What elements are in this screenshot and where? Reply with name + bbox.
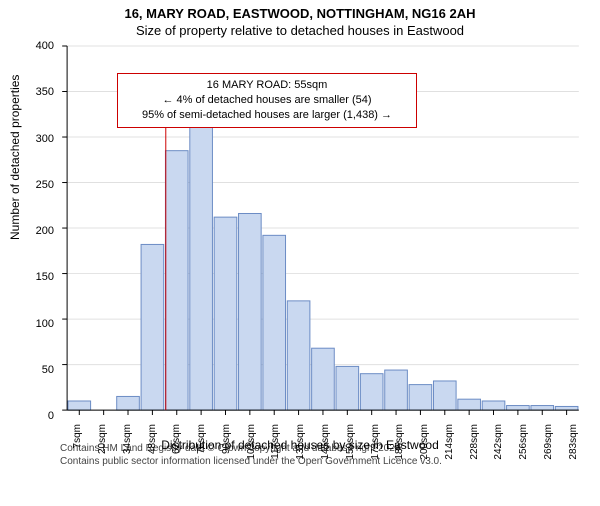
title-main: 16, MARY ROAD, EASTWOOD, NOTTINGHAM, NG1… bbox=[0, 6, 600, 21]
y-tick-label: 200 bbox=[14, 225, 54, 237]
y-tick-label: 50 bbox=[14, 364, 54, 376]
chart-area: 16 MARY ROAD: 55sqm ← 4% of detached hou… bbox=[60, 46, 580, 416]
title-sub: Size of property relative to detached ho… bbox=[0, 23, 600, 38]
y-tick-label: 150 bbox=[14, 271, 54, 283]
callout-line3: 95% of semi-detached houses are larger (… bbox=[126, 108, 408, 123]
y-tick-label: 350 bbox=[14, 86, 54, 98]
callout-line1: 16 MARY ROAD: 55sqm bbox=[126, 78, 408, 93]
callout-box: 16 MARY ROAD: 55sqm ← 4% of detached hou… bbox=[117, 73, 417, 128]
y-axis-label: Number of detached properties bbox=[8, 75, 22, 240]
y-tick-label: 0 bbox=[14, 410, 54, 422]
y-tick-label: 300 bbox=[14, 133, 54, 145]
y-tick-label: 100 bbox=[14, 318, 54, 330]
callout-line2: ← 4% of detached houses are smaller (54) bbox=[126, 93, 408, 108]
x-axis-label: Distribution of detached houses by size … bbox=[0, 438, 600, 452]
y-tick-label: 250 bbox=[14, 179, 54, 191]
y-tick-label: 400 bbox=[14, 40, 54, 52]
